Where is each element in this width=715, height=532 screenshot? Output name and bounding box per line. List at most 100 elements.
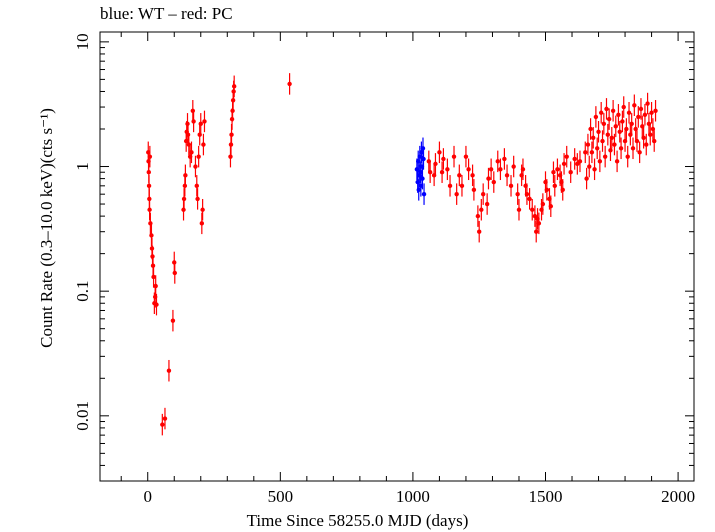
- data-point: [146, 170, 151, 175]
- data-point: [548, 204, 554, 209]
- x-tick-label: 1500: [529, 487, 563, 506]
- data-point: [151, 274, 156, 280]
- data-point: [166, 368, 172, 373]
- y-tick-label: 1: [73, 162, 92, 171]
- data-point: [194, 183, 199, 189]
- data-point: [583, 150, 588, 155]
- data-point: [572, 156, 577, 162]
- data-point: [201, 142, 206, 147]
- x-tick-label: 500: [268, 487, 294, 506]
- data-point: [445, 167, 450, 172]
- data-point: [463, 154, 469, 159]
- data-point: [650, 126, 656, 132]
- data-point: [606, 116, 612, 122]
- data-point: [584, 176, 589, 181]
- data-point: [477, 229, 482, 234]
- data-point: [612, 142, 617, 147]
- chart-title: blue: WT – red: PC: [100, 4, 233, 23]
- data-point: [190, 108, 196, 113]
- data-point: [652, 138, 657, 144]
- data-point: [200, 207, 205, 212]
- y-tick-label: 10: [73, 33, 92, 50]
- x-axis-label: Time Since 58255.0 MJD (days): [246, 511, 469, 530]
- data-point: [451, 154, 457, 159]
- data-point: [427, 170, 433, 175]
- data-point: [502, 156, 507, 162]
- plot-frame: [99, 31, 695, 482]
- data-point: [202, 119, 207, 124]
- data-point: [530, 207, 535, 212]
- data-point: [624, 126, 629, 132]
- data-point: [598, 110, 604, 115]
- data-point: [454, 191, 459, 197]
- data-point: [614, 159, 620, 164]
- data-point: [609, 135, 614, 140]
- data-point: [148, 221, 153, 226]
- data-point: [186, 142, 192, 147]
- data-point: [447, 183, 453, 189]
- data-point: [480, 191, 486, 197]
- data-point: [561, 161, 567, 167]
- data-point: [638, 106, 644, 112]
- data-point: [560, 187, 565, 193]
- data-point: [616, 112, 621, 117]
- data-point: [568, 170, 573, 175]
- data-point: [621, 104, 626, 110]
- data-point: [634, 138, 640, 144]
- data-point: [605, 132, 611, 137]
- data-point: [495, 159, 500, 164]
- data-point: [633, 126, 638, 132]
- series-wt: [414, 137, 427, 205]
- x-tick-label: 2000: [661, 487, 695, 506]
- data-point: [649, 110, 654, 115]
- data-point: [608, 148, 613, 153]
- data-point: [588, 126, 593, 132]
- data-point: [610, 108, 616, 113]
- data-point: [147, 207, 152, 212]
- data-point: [555, 167, 560, 172]
- data-point: [199, 221, 205, 226]
- data-point: [637, 150, 642, 155]
- data-point: [620, 119, 625, 124]
- data-point: [185, 132, 191, 137]
- data-point: [653, 108, 658, 113]
- y-tick-label: 0.01: [73, 401, 92, 431]
- data-point: [498, 167, 503, 172]
- data-point: [421, 191, 427, 197]
- axes: 0 500 1000 1500 2000 0.01 0.1 1 10: [73, 32, 695, 506]
- data-point: [228, 154, 233, 159]
- data-point: [511, 164, 516, 169]
- data-point: [564, 154, 569, 159]
- data-point: [504, 173, 510, 178]
- data-point: [524, 191, 530, 197]
- data-point: [602, 154, 608, 159]
- data-point: [471, 187, 477, 193]
- data-point: [147, 196, 152, 202]
- y-tick-label: 0.1: [73, 281, 92, 302]
- data-point: [470, 173, 475, 178]
- data-point: [613, 124, 618, 129]
- data-point: [441, 156, 446, 162]
- data-point: [191, 119, 196, 124]
- data-point: [149, 233, 154, 238]
- data-point: [540, 201, 546, 207]
- data-point: [488, 167, 494, 172]
- data-point: [287, 81, 292, 87]
- data-point: [645, 101, 650, 106]
- data-point: [189, 150, 194, 155]
- data-point: [181, 196, 187, 202]
- data-point: [532, 213, 538, 219]
- data-point: [552, 183, 557, 189]
- data-point: [632, 103, 637, 108]
- data-point: [630, 146, 636, 151]
- data-point: [644, 142, 649, 147]
- data-point: [636, 114, 641, 120]
- data-point: [484, 201, 490, 207]
- data-point: [544, 187, 550, 193]
- data-point: [486, 176, 491, 181]
- data-point: [193, 164, 198, 169]
- series-layer: [146, 73, 658, 436]
- data-point: [491, 179, 496, 185]
- data-point: [648, 132, 653, 137]
